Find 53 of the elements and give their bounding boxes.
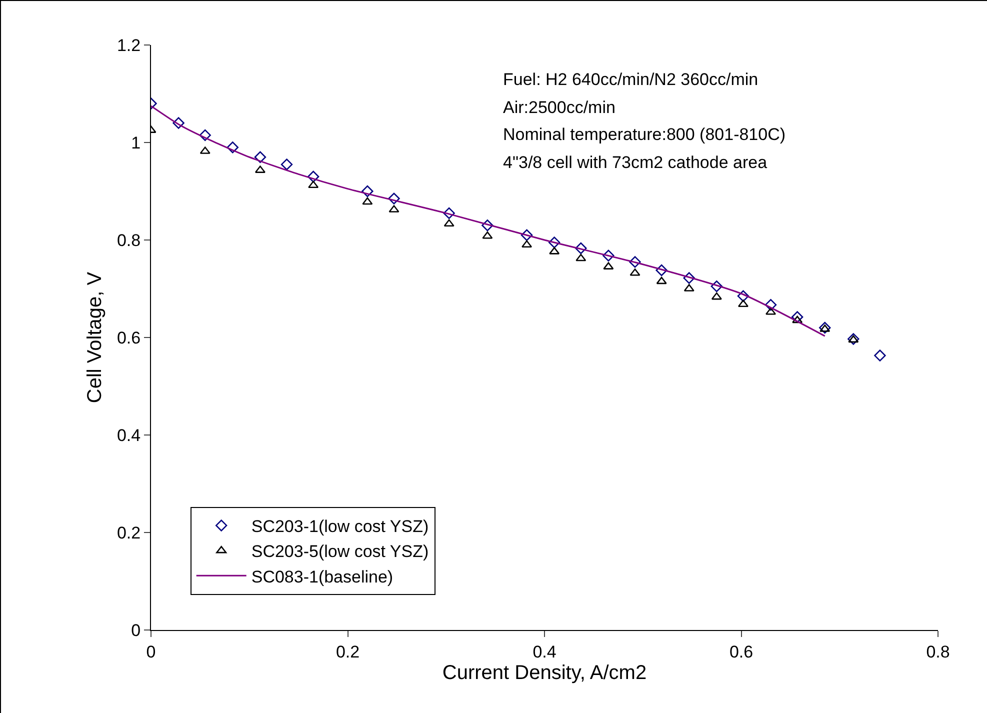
y-tick-label: 0 (131, 620, 141, 640)
x-tick-label: 0.4 (532, 642, 556, 662)
y-tick-label: 1.2 (116, 36, 141, 55)
point (307, 170, 320, 182)
point (308, 180, 319, 188)
point (629, 256, 641, 268)
point (791, 311, 804, 323)
point (683, 272, 695, 284)
point (576, 254, 586, 262)
point (548, 236, 560, 248)
point (388, 192, 400, 204)
annotation: 4"3/8 cell with 73cm2 cathode area (503, 153, 768, 172)
point (764, 298, 777, 311)
point (710, 280, 723, 292)
point (280, 158, 293, 170)
y-tick-label: 0.2 (116, 523, 141, 542)
legend-label: SC203-5(low cost YSZ) (251, 542, 429, 562)
y-tick-label: 0.4 (116, 426, 141, 445)
x-tick-label: 0.8 (926, 642, 950, 662)
point (482, 231, 493, 239)
point (656, 264, 668, 276)
x-tick-label: 0.6 (729, 642, 754, 662)
point (874, 350, 886, 362)
point (522, 240, 532, 248)
annotation: Nominal temperature:800 (801-810C) (503, 125, 786, 144)
annotation: Air:2500cc/min (503, 98, 616, 117)
point (737, 290, 750, 302)
point (792, 316, 803, 324)
x-tick-label: 0 (146, 642, 156, 662)
annotation: Fuel: H2 640cc/min/N2 360cc/min (503, 70, 758, 89)
point (199, 129, 211, 142)
y-axis-title: Cell Voltage, V (84, 271, 106, 404)
point (172, 117, 184, 129)
point (226, 142, 238, 154)
point (575, 242, 587, 254)
point (362, 197, 373, 205)
x-axis-title: Current Density, A/cm2 (442, 662, 647, 684)
point (520, 229, 533, 241)
point (362, 185, 374, 198)
x-tick-label: 0.2 (336, 642, 360, 662)
point (656, 276, 667, 284)
point (819, 322, 831, 334)
point (444, 219, 454, 227)
y-tick-label: 0.6 (116, 328, 141, 348)
legend-label: SC083-1(baseline) (251, 567, 394, 586)
point (482, 220, 494, 232)
y-tick-label: 1 (131, 133, 141, 152)
legend-label: SC203-1(low cost YSZ) (251, 517, 429, 536)
point (602, 250, 614, 262)
point (443, 207, 455, 220)
point (254, 151, 266, 163)
y-tick-label: 0.8 (116, 230, 141, 250)
point (711, 292, 722, 300)
